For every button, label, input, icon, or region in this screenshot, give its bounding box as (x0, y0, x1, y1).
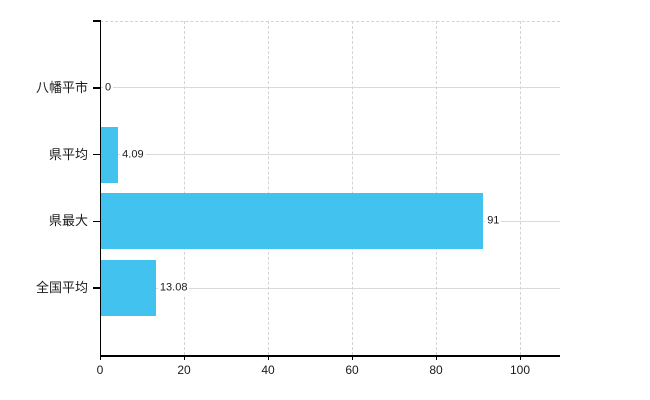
x-tick-label: 40 (261, 363, 275, 377)
x-gridline (520, 21, 521, 355)
value-label: 0 (103, 81, 114, 95)
x-tick-mark (267, 355, 269, 360)
bar (101, 260, 156, 317)
y-axis-line (99, 20, 101, 355)
category-label: 県最大 (48, 213, 88, 229)
bar (101, 126, 119, 183)
x-tick-mark (183, 355, 185, 360)
x-axis-line (100, 355, 560, 357)
x-tick-mark (435, 355, 437, 360)
value-label: 4.09 (120, 148, 146, 162)
x-gridline (184, 21, 185, 355)
x-tick-mark (351, 355, 353, 360)
x-gridline (352, 21, 353, 355)
category-label: 八幡平市 (35, 79, 88, 95)
y-tick-mark (93, 153, 100, 156)
y-tick-mark (93, 20, 100, 22)
x-gridline (436, 21, 437, 355)
category-gridline (100, 154, 560, 156)
y-tick-mark (93, 287, 100, 289)
x-gridline (268, 21, 269, 355)
x-tick-mark (99, 355, 101, 360)
x-tick-label: 100 (509, 363, 531, 377)
category-gridline (100, 87, 560, 89)
x-tick-label: 20 (177, 363, 191, 377)
value-label: 91 (485, 214, 502, 228)
category-label: 全国平均 (35, 280, 88, 296)
x-tick-label: 80 (429, 363, 443, 377)
y-tick-mark (93, 220, 100, 223)
bar (101, 193, 484, 250)
plot-top-border (100, 21, 560, 22)
category-label: 県平均 (48, 146, 88, 162)
value-label: 13.08 (157, 281, 190, 295)
x-tick-label: 0 (96, 363, 104, 377)
y-tick-mark (93, 87, 100, 89)
category-gridline (100, 287, 560, 289)
x-tick-mark (519, 355, 521, 360)
x-tick-label: 60 (345, 363, 359, 377)
